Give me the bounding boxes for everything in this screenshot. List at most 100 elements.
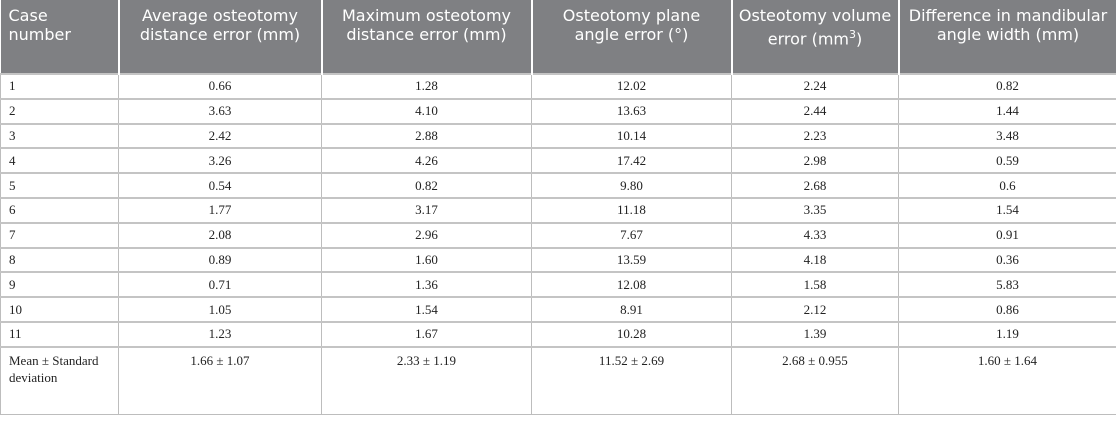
cell: 13.63	[531, 97, 732, 125]
cell: 2.24	[731, 73, 899, 100]
table-row: 3 2.42 2.88 10.14 2.23 3.48	[0, 122, 1116, 149]
column-header: Osteotomy plane angle error (°)	[530, 0, 732, 74]
header-text: Difference in mandibular angle width (mm…	[908, 6, 1108, 44]
header-text: )	[855, 29, 863, 49]
column-header: Case number	[0, 0, 119, 74]
cell: 1.77	[118, 196, 322, 224]
cell: 0.6	[898, 172, 1116, 199]
cell: 0.91	[898, 221, 1116, 249]
cell: 2.12	[731, 296, 899, 323]
cell: 1.60	[321, 246, 532, 273]
header-text: Osteotomy plane angle error (°)	[562, 6, 701, 44]
cell: 3.35	[731, 196, 899, 224]
row-label: 6	[0, 196, 119, 224]
header-text: Case number	[8, 6, 71, 44]
cell: 0.54	[118, 172, 322, 199]
row-label: Mean ± Standard deviation	[0, 345, 119, 416]
cell: 2.44	[731, 97, 899, 125]
table-row: 11 1.23 1.67 10.28 1.39 1.19	[0, 320, 1116, 348]
cell: 2.68 ± 0.955	[731, 345, 899, 416]
row-label: 7	[0, 221, 119, 249]
row-label: 11	[0, 320, 119, 348]
table-body: 1 0.66 1.28 12.02 2.24 0.82 2 3.63 4.10 13.63 2.44…	[0, 73, 1116, 416]
cell: 2.33 ± 1.19	[321, 345, 532, 416]
table-row: 6 1.77 3.17 11.18 3.35 1.54	[0, 196, 1116, 224]
cell: 11.52 ± 2.69	[531, 345, 732, 416]
row-label: 1	[0, 73, 119, 100]
cell: 0.86	[898, 296, 1116, 323]
cell: 4.18	[731, 246, 899, 273]
table-row: Mean ± Standard deviation 1.66 ± 1.07 2.33…	[0, 345, 1116, 416]
cell: 4.33	[731, 221, 899, 249]
table-row: 10 1.05 1.54 8.91 2.12 0.86	[0, 296, 1116, 323]
cell: 13.59	[531, 246, 732, 273]
cell: 11.18	[531, 196, 732, 224]
cell: 2.88	[321, 122, 532, 149]
cell: 3.63	[118, 97, 322, 125]
cell: 0.59	[898, 147, 1116, 174]
header-row: Case number Average osteotomy distance er…	[0, 0, 1116, 74]
cell: 1.54	[898, 196, 1116, 224]
column-header: Average osteotomy distance error (mm)	[117, 0, 322, 74]
header-text: Osteotomy volume error (mm	[738, 6, 892, 49]
row-label: 5	[0, 172, 119, 199]
cell: 12.02	[531, 73, 732, 100]
cell: 3.48	[898, 122, 1116, 149]
cell: 2.23	[731, 122, 899, 149]
cell: 4.10	[321, 97, 532, 125]
cell: 5.83	[898, 271, 1116, 298]
row-label: 2	[0, 97, 119, 125]
cell: 1.58	[731, 271, 899, 298]
table-row: 7 2.08 2.96 7.67 4.33 0.91	[0, 221, 1116, 249]
cell: 2.98	[731, 147, 899, 174]
cell: 12.08	[531, 271, 732, 298]
header-text: Average osteotomy distance error (mm)	[139, 6, 301, 44]
cell: 1.23	[118, 320, 322, 348]
table-row: 9 0.71 1.36 12.08 1.58 5.83	[0, 271, 1116, 298]
cell: 10.14	[531, 122, 732, 149]
table-row: 8 0.89 1.60 13.59 4.18 0.36	[0, 246, 1116, 273]
cell: 7.67	[531, 221, 732, 249]
column-header: Osteotomy volume error (mm3)	[730, 0, 899, 74]
cell: 1.39	[731, 320, 899, 348]
cell: 10.28	[531, 320, 732, 348]
column-header: Maximum osteotomy distance error (mm)	[320, 0, 532, 74]
cell: 1.54	[321, 296, 532, 323]
table-row: 1 0.66 1.28 12.02 2.24 0.82	[0, 73, 1116, 100]
header-text: Maximum osteotomy distance error (mm)	[341, 6, 512, 44]
cell: 2.96	[321, 221, 532, 249]
cell: 9.80	[531, 172, 732, 199]
table-row: 2 3.63 4.10 13.63 2.44 1.44	[0, 97, 1116, 125]
data-table: Case number Average osteotomy distance er…	[0, 0, 1116, 416]
cell: 1.67	[321, 320, 532, 348]
cell: 1.28	[321, 73, 532, 100]
table-row: 4 3.26 4.26 17.42 2.98 0.59	[0, 147, 1116, 174]
cell: 3.26	[118, 147, 322, 174]
cell: 8.91	[531, 296, 732, 323]
superscript: 3	[848, 28, 856, 41]
cell: 1.36	[321, 271, 532, 298]
cell: 2.42	[118, 122, 322, 149]
cell: 0.66	[118, 73, 322, 100]
cell: 0.82	[321, 172, 532, 199]
cell: 0.36	[898, 246, 1116, 273]
cell: 0.82	[898, 73, 1116, 100]
cell: 1.60 ± 1.64	[898, 345, 1116, 416]
cell: 1.05	[118, 296, 322, 323]
row-label: 3	[0, 122, 119, 149]
row-label: 8	[0, 246, 119, 273]
cell: 1.66 ± 1.07	[118, 345, 322, 416]
cell: 0.71	[118, 271, 322, 298]
row-label: 4	[0, 147, 119, 174]
cell: 3.17	[321, 196, 532, 224]
cell: 17.42	[531, 147, 732, 174]
cell: 2.08	[118, 221, 322, 249]
table-header: Case number Average osteotomy distance er…	[0, 0, 1116, 74]
table-row: 5 0.54 0.82 9.80 2.68 0.6	[0, 172, 1116, 199]
cell: 0.89	[118, 246, 322, 273]
cell: 2.68	[731, 172, 899, 199]
cell: 1.19	[898, 320, 1116, 348]
row-label: 10	[0, 296, 119, 323]
cell: 1.44	[898, 97, 1116, 125]
